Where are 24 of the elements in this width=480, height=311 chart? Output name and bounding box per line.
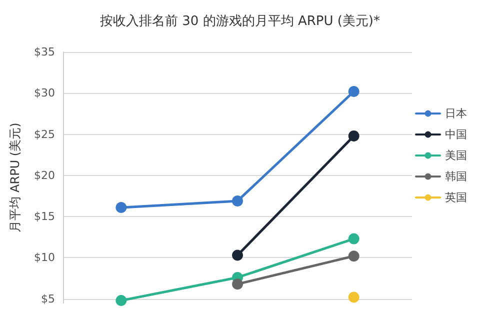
point xyxy=(232,250,243,261)
point xyxy=(348,130,360,142)
legend-label: 中国 xyxy=(445,128,467,141)
y-tick-label: $5 xyxy=(41,292,55,306)
y-tick-label: $10 xyxy=(34,251,55,264)
point xyxy=(348,86,360,97)
point xyxy=(232,195,243,206)
point xyxy=(348,233,360,244)
chart-title: 按收入排名前 30 的游戏的月平均 ARPU (美元)* xyxy=(100,13,380,29)
legend-label: 美国 xyxy=(445,149,467,162)
point xyxy=(232,278,243,290)
y-tick-label: $35 xyxy=(34,46,55,58)
y-tick-label: $30 xyxy=(34,86,55,100)
y-tick-label: $15 xyxy=(34,210,55,224)
legend-label: 韩国 xyxy=(445,170,467,183)
y-tick-label: $25 xyxy=(34,128,55,141)
point xyxy=(116,295,127,306)
y-axis-title: 月平均 ARPU (美元) xyxy=(8,122,22,232)
point xyxy=(348,292,360,303)
point xyxy=(116,202,127,214)
legend-label: 英国 xyxy=(445,191,467,204)
y-tick-label: $20 xyxy=(34,168,55,182)
legend-label: 日本 xyxy=(445,107,467,120)
point xyxy=(348,250,360,262)
